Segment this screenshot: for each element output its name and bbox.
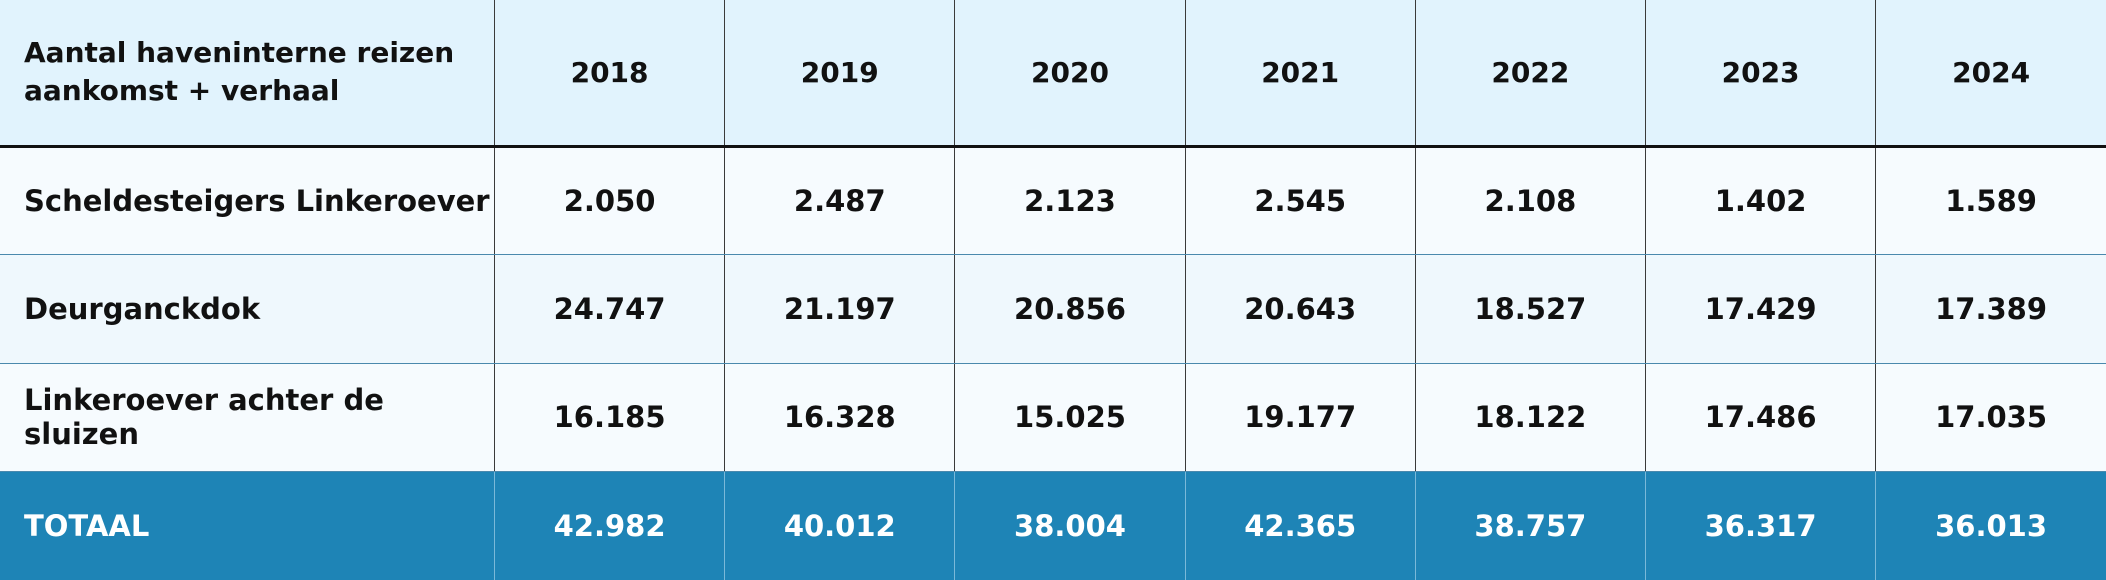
- year-header: 2024: [1875, 0, 2106, 148]
- table-cell: 2.545: [1185, 146, 1416, 255]
- table-cell: 17.429: [1645, 254, 1877, 364]
- table-cell: 20.643: [1185, 254, 1416, 364]
- corner-header: Aantal haveninterne reizen aankomst + ve…: [0, 0, 495, 148]
- table-row: Scheldesteigers Linkeroever 2.050 2.487 …: [0, 146, 2106, 255]
- table-cell: 15.025: [954, 363, 1186, 472]
- total-label: TOTAAL: [0, 471, 495, 580]
- table-cell: 2.108: [1415, 146, 1646, 255]
- table-cell: 19.177: [1185, 363, 1416, 472]
- table-cell: 17.035: [1875, 363, 2106, 472]
- table-row: Linkeroever achter de sluizen 16.185 16.…: [0, 363, 2106, 472]
- row-label: Linkeroever achter de sluizen: [0, 363, 495, 472]
- table-cell: 16.328: [724, 363, 956, 472]
- total-cell: 36.317: [1645, 471, 1877, 580]
- table-cell: 18.527: [1415, 254, 1646, 364]
- year-header: 2018: [494, 0, 726, 148]
- table-cell: 17.389: [1875, 254, 2106, 364]
- total-cell: 40.012: [724, 471, 956, 580]
- corner-header-line1: Aantal haveninterne reizen: [24, 36, 455, 70]
- total-row: TOTAAL 42.982 40.012 38.004 42.365 38.75…: [0, 471, 2106, 580]
- table-cell: 21.197: [724, 254, 956, 364]
- year-header: 2020: [954, 0, 1186, 148]
- corner-header-line2: aankomst + verhaal: [24, 74, 340, 108]
- table-cell: 20.856: [954, 254, 1186, 364]
- row-label: Deurganckdok: [0, 254, 495, 364]
- year-header: 2021: [1185, 0, 1416, 148]
- year-header: 2023: [1645, 0, 1877, 148]
- table-cell: 2.050: [494, 146, 726, 255]
- total-cell: 38.757: [1415, 471, 1646, 580]
- table-cell: 2.123: [954, 146, 1186, 255]
- table-cell: 2.487: [724, 146, 956, 255]
- total-cell: 38.004: [954, 471, 1186, 580]
- total-cell: 36.013: [1875, 471, 2106, 580]
- row-label: Scheldesteigers Linkeroever: [0, 146, 495, 255]
- table-cell: 1.402: [1645, 146, 1877, 255]
- total-cell: 42.365: [1185, 471, 1416, 580]
- table-cell: 17.486: [1645, 363, 1877, 472]
- table-cell: 1.589: [1875, 146, 2106, 255]
- year-header: 2019: [724, 0, 956, 148]
- table-cell: 18.122: [1415, 363, 1646, 472]
- table-cell: 16.185: [494, 363, 726, 472]
- table-cell: 24.747: [494, 254, 726, 364]
- year-header: 2022: [1415, 0, 1646, 148]
- header-row: Aantal haveninterne reizen aankomst + ve…: [0, 0, 2106, 148]
- total-cell: 42.982: [494, 471, 726, 580]
- table-row: Deurganckdok 24.747 21.197 20.856 20.643…: [0, 254, 2106, 364]
